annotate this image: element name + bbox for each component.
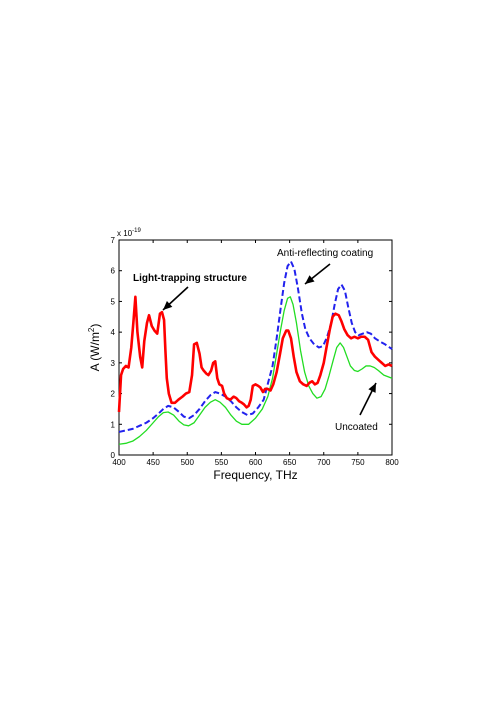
annotation-light-trapping: Light-trapping structure <box>133 273 247 284</box>
y-tick-label: 6 <box>111 267 116 276</box>
x-tick-label: 550 <box>215 458 229 467</box>
y-tick-label: 5 <box>111 297 116 306</box>
x-tick-label: 600 <box>249 458 263 467</box>
series-uncoated-line <box>118 296 393 445</box>
annotation-arrows <box>162 263 377 416</box>
light-trapping-arrow-head <box>163 300 173 310</box>
x-tick-label: 750 <box>351 458 365 467</box>
x-tick-label: 700 <box>317 458 331 467</box>
y-axis-label-superscript: 2 <box>87 327 96 332</box>
uncoated-arrow-head <box>368 383 376 393</box>
y-tick-label: 0 <box>111 451 116 460</box>
y-axis-label-text: A (W/m <box>88 332 102 371</box>
y-tick-label: 1 <box>111 420 116 429</box>
x-tick-label: 400 <box>112 458 126 467</box>
y-tick-label: 3 <box>111 359 116 368</box>
x-tick-label: 450 <box>146 458 160 467</box>
y-multiplier-exponent: -19 <box>132 228 141 234</box>
y-multiplier-base: x 10 <box>117 229 133 238</box>
y-axis-label: A (W/m2) <box>87 324 102 372</box>
y-axis-multiplier: x 10-19 <box>117 228 141 238</box>
series-anti-reflecting-line <box>118 260 393 433</box>
annotation-uncoated: Uncoated <box>335 422 378 433</box>
x-tick-label: 500 <box>181 458 195 467</box>
series-group <box>117 260 393 445</box>
series-light-trapping-line <box>117 295 393 413</box>
annotation-anti-reflecting: Anti-reflecting coating <box>277 248 373 259</box>
y-tick-label: 7 <box>111 236 116 245</box>
x-tick-label: 800 <box>385 458 399 467</box>
y-tick-label: 4 <box>111 328 116 337</box>
anti-reflecting-arrow-head <box>305 275 315 284</box>
y-axis-label-close: ) <box>88 324 102 328</box>
x-axis-label: Frequency, THz <box>213 468 297 482</box>
y-axis-ticks: 0 1 2 3 4 5 6 7 <box>111 236 392 460</box>
y-tick-label: 2 <box>111 390 116 399</box>
x-tick-label: 650 <box>283 458 297 467</box>
x-axis-ticks: 400 450 500 550 600 650 700 750 800 <box>112 240 399 467</box>
